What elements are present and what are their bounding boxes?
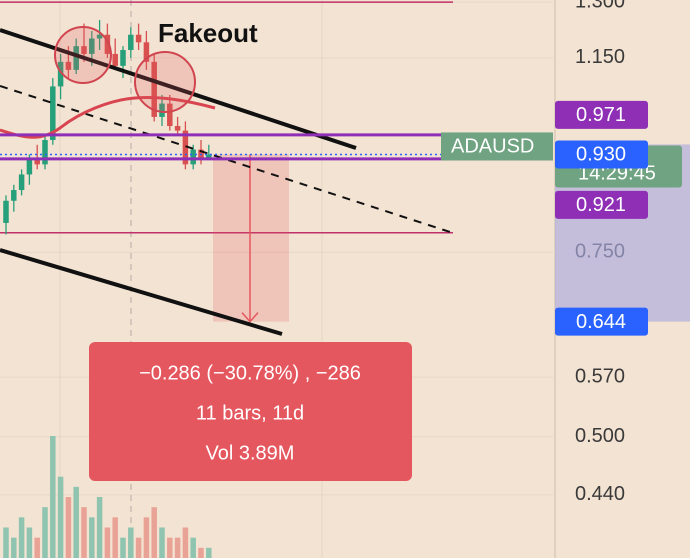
volume-bar: [206, 547, 212, 558]
candle-body: [190, 149, 196, 165]
measure-info-box: [89, 342, 412, 481]
price-label: 0.644: [576, 311, 626, 333]
candle-body: [135, 34, 142, 43]
highlight-circle: [134, 51, 196, 113]
candle-body: [128, 34, 134, 51]
candle-body: [73, 46, 79, 70]
candle-body: [206, 154, 212, 160]
y-tick-label: 0.440: [575, 483, 625, 505]
trend-line: [0, 248, 283, 336]
candle-body: [182, 130, 189, 165]
candle-body: [174, 126, 181, 131]
volume-bar: [182, 527, 189, 558]
candle-body: [42, 140, 48, 165]
symbol-label-box: [441, 132, 553, 161]
candle-body: [89, 38, 95, 54]
price-label: 0.921: [576, 194, 626, 216]
price-label-box: [555, 100, 648, 129]
annotation: Fakeout: [158, 18, 258, 48]
candle-body: [167, 103, 173, 127]
trend-line: [0, 28, 357, 150]
volume-bar: [104, 527, 111, 558]
candle-body: [159, 103, 165, 117]
candle-body: [151, 61, 157, 117]
volume-bar: [135, 537, 142, 558]
candle-body: [65, 61, 72, 70]
trend-line-dashed: [0, 85, 451, 233]
volume-bar: [143, 517, 150, 558]
candle-body: [81, 46, 87, 54]
candle-body: [120, 50, 126, 66]
measure-info: Vol 3.89M: [206, 442, 295, 464]
candle-body: [50, 86, 56, 141]
y-tick-label: 1.150: [575, 46, 625, 68]
volume-bar: [81, 507, 87, 558]
volume-bar: [65, 497, 72, 558]
volume-bar: [198, 547, 204, 558]
symbol-label: ADAUSD: [451, 136, 534, 158]
volume-bar: [57, 476, 64, 558]
price-label: 0.930: [576, 144, 626, 166]
price-label-box: [555, 140, 648, 169]
volume-bar: [11, 537, 17, 558]
volume-bar: [26, 527, 33, 558]
price-label-box: [555, 190, 648, 219]
candle-body: [112, 53, 118, 66]
measure-info: 11 bars, 11d: [196, 402, 304, 424]
measure-arrowhead: [241, 312, 259, 323]
y-tick-label: 1.300: [575, 0, 625, 12]
candle-body: [96, 34, 103, 39]
y-tick-label: 0.570: [575, 365, 625, 387]
volume-bar: [34, 537, 40, 558]
volume-bar: [18, 517, 25, 558]
candle-body: [3, 200, 9, 223]
volume-bar: [151, 507, 157, 558]
price-label: 0.971: [576, 104, 626, 126]
volume-bar: [3, 527, 9, 558]
price-label-box: [555, 307, 648, 336]
volume-bar: [120, 537, 126, 558]
volume-bar: [50, 436, 56, 558]
volume-bar: [159, 527, 165, 558]
volume-bar: [112, 517, 118, 558]
volume-bar: [128, 527, 134, 558]
measure-info: −0.286 (−30.78%) , −286: [139, 362, 361, 384]
volume-bar: [96, 497, 103, 558]
y-tick-label: 0.500: [575, 425, 625, 447]
highlight-circle: [54, 26, 112, 84]
measure-range: [213, 154, 289, 322]
volume-bar: [167, 537, 173, 558]
volume-bar: [73, 486, 79, 558]
moving-average: [0, 96, 216, 139]
volume-bar: [190, 537, 196, 558]
candle-body: [34, 159, 40, 165]
candle-body: [11, 190, 17, 201]
candle-body: [143, 42, 150, 62]
candle-body: [104, 34, 111, 54]
volume-bar: [42, 507, 48, 558]
candle-body: [18, 174, 25, 191]
volume-bar: [174, 537, 181, 558]
candle-body: [57, 61, 64, 87]
candle-body: [26, 159, 33, 175]
volume-bar: [89, 517, 95, 558]
